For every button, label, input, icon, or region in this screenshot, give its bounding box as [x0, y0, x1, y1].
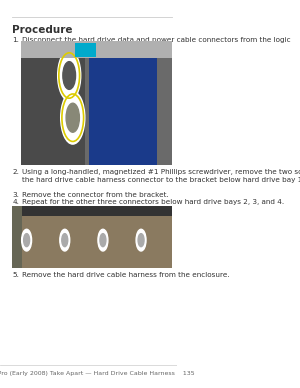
FancyBboxPatch shape [12, 206, 172, 268]
Circle shape [24, 234, 30, 247]
Circle shape [58, 50, 81, 101]
FancyBboxPatch shape [12, 206, 172, 216]
Text: Procedure: Procedure [12, 25, 73, 35]
Text: Mac Pro (Early 2008) Take Apart — Hard Drive Cable Harness    135: Mac Pro (Early 2008) Take Apart — Hard D… [0, 371, 194, 376]
Text: 3.: 3. [12, 192, 19, 198]
Text: 1.: 1. [12, 37, 19, 43]
Circle shape [60, 229, 70, 251]
Circle shape [138, 234, 144, 247]
FancyBboxPatch shape [12, 206, 22, 268]
FancyBboxPatch shape [74, 43, 96, 57]
Circle shape [63, 62, 76, 89]
Circle shape [22, 229, 32, 251]
Circle shape [66, 103, 80, 132]
Circle shape [136, 229, 146, 251]
Circle shape [100, 234, 106, 247]
Text: 2.: 2. [12, 169, 19, 175]
FancyBboxPatch shape [21, 41, 172, 58]
Circle shape [62, 234, 68, 247]
FancyBboxPatch shape [21, 41, 85, 165]
Text: Disconnect the hard drive data and power cable connectors from the logic board.: Disconnect the hard drive data and power… [22, 37, 291, 50]
FancyBboxPatch shape [89, 41, 157, 165]
Circle shape [98, 229, 108, 251]
Text: 4.: 4. [12, 199, 19, 205]
FancyBboxPatch shape [21, 41, 172, 165]
Text: Using a long-handled, magnetized #1 Phillips screwdriver, remove the two screws : Using a long-handled, magnetized #1 Phil… [22, 169, 300, 183]
Text: 5.: 5. [12, 272, 19, 277]
Circle shape [61, 91, 85, 144]
Text: Remove the connector from the bracket.: Remove the connector from the bracket. [22, 192, 169, 198]
Text: Remove the hard drive cable harness from the enclosure.: Remove the hard drive cable harness from… [22, 272, 230, 277]
Text: Repeat for the other three connectors below hard drive bays 2, 3, and 4.: Repeat for the other three connectors be… [22, 199, 284, 205]
